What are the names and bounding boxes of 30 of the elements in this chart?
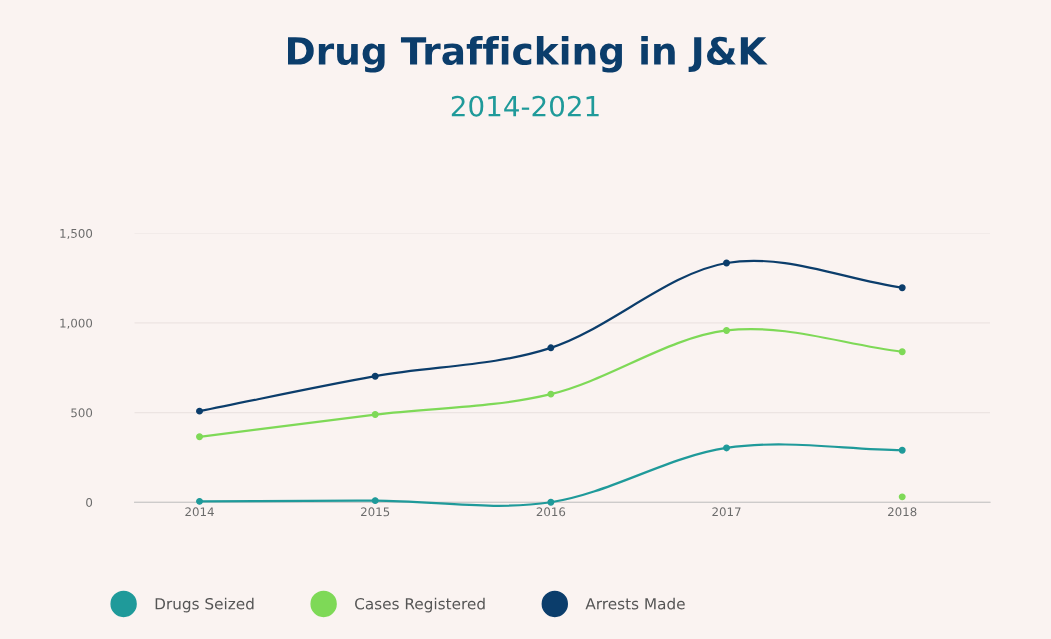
x-tick-label: 2016 — [536, 507, 566, 517]
point — [898, 493, 906, 501]
point — [371, 411, 379, 419]
chart-title: Drug Trafficking in J&K — [288, 36, 768, 73]
y-tick-label: 0 — [86, 497, 93, 507]
point — [723, 326, 731, 334]
point — [723, 259, 731, 267]
legend-label: Cases Registered — [355, 597, 485, 613]
chart-subtitle: 2014-2021 — [451, 95, 599, 117]
point — [547, 390, 555, 398]
point — [547, 344, 555, 352]
point — [196, 497, 203, 505]
y-tick-label: 1,000 — [60, 318, 93, 329]
point — [196, 433, 203, 441]
legend-label: Drugs Seized — [155, 597, 254, 613]
x-tick-label: 2017 — [712, 507, 741, 517]
x-tick-label: 2014 — [185, 507, 214, 517]
point — [196, 407, 203, 415]
legend-label: Arrests Made — [585, 597, 685, 610]
point — [371, 497, 379, 505]
y-tick-label: 500 — [71, 408, 93, 418]
point — [898, 284, 906, 292]
point — [371, 372, 379, 380]
point — [723, 444, 731, 452]
point — [898, 348, 906, 356]
x-tick-label: 2018 — [888, 507, 917, 517]
y-tick-label: 1,500 — [60, 228, 93, 240]
point — [898, 446, 906, 454]
x-tick-label: 2015 — [361, 507, 390, 517]
point — [547, 498, 555, 506]
